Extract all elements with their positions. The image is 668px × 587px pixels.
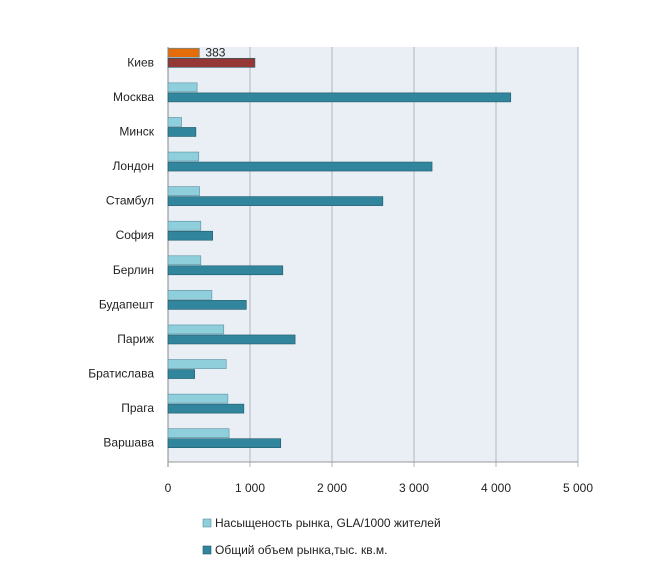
bar-volume xyxy=(167,265,284,276)
bar-saturation xyxy=(167,47,200,58)
bar-volume xyxy=(167,300,247,310)
bars xyxy=(167,47,512,449)
category-label: Берлин xyxy=(113,263,154,277)
bar-volume xyxy=(167,161,433,172)
bar-saturation xyxy=(167,290,213,300)
bar-volume xyxy=(167,438,282,449)
x-tick-labels: 0 1 000 2 000 3 000 4 000 5 000 xyxy=(165,481,594,495)
legend: Насыщеность рынка, GLA/1000 жителей Общий… xyxy=(202,516,441,557)
category-label: Киев xyxy=(127,55,154,69)
category-label: Братислава xyxy=(88,367,154,381)
x-tick-label: 3 000 xyxy=(399,481,429,495)
data-labels: 383 xyxy=(205,45,225,59)
bar-volume xyxy=(167,127,197,137)
category-label: Минск xyxy=(119,124,154,138)
bar-volume xyxy=(167,92,512,103)
bar-saturation xyxy=(167,186,200,196)
bar-saturation xyxy=(167,359,227,369)
data-label: 383 xyxy=(205,45,225,59)
category-label: Прага xyxy=(121,401,154,415)
bar-saturation xyxy=(167,117,182,127)
category-label: София xyxy=(116,228,154,242)
category-labels: Киев Москва Минск Лондон Стамбул София Берлин Б… xyxy=(88,55,154,449)
bar-saturation xyxy=(167,220,202,231)
bar-volume xyxy=(167,196,384,206)
bar-volume xyxy=(167,57,256,68)
gridlines xyxy=(167,47,579,467)
x-tick-label: 4 000 xyxy=(481,481,511,495)
bar-saturation xyxy=(167,82,198,93)
bar-volume xyxy=(167,334,296,345)
bar-volume xyxy=(167,230,213,241)
x-tick-label: 2 000 xyxy=(317,481,347,495)
category-label: Москва xyxy=(113,90,154,104)
x-tick-label: 0 xyxy=(165,481,172,495)
plot-area xyxy=(168,47,578,462)
bar-saturation xyxy=(167,393,229,404)
x-tick-label: 1 000 xyxy=(235,481,265,495)
category-label: Стамбул xyxy=(106,194,154,208)
category-label: Париж xyxy=(117,332,154,346)
category-label: Лондон xyxy=(113,159,154,173)
bar-saturation xyxy=(167,151,200,162)
bar-saturation xyxy=(167,255,202,266)
bar-saturation xyxy=(167,428,230,439)
bar-volume xyxy=(167,403,245,414)
bar-saturation xyxy=(167,324,225,335)
legend-label: Общий объем рынка,тыс. кв.м. xyxy=(215,543,388,557)
legend-label: Насыщеность рынка, GLA/1000 жителей xyxy=(215,516,441,530)
legend-swatch xyxy=(202,545,212,555)
legend-swatch xyxy=(202,518,212,528)
x-tick-label: 5 000 xyxy=(563,481,593,495)
category-label: Варшава xyxy=(103,436,154,450)
category-label: Будапешт xyxy=(99,297,155,311)
bar-volume xyxy=(167,369,195,379)
